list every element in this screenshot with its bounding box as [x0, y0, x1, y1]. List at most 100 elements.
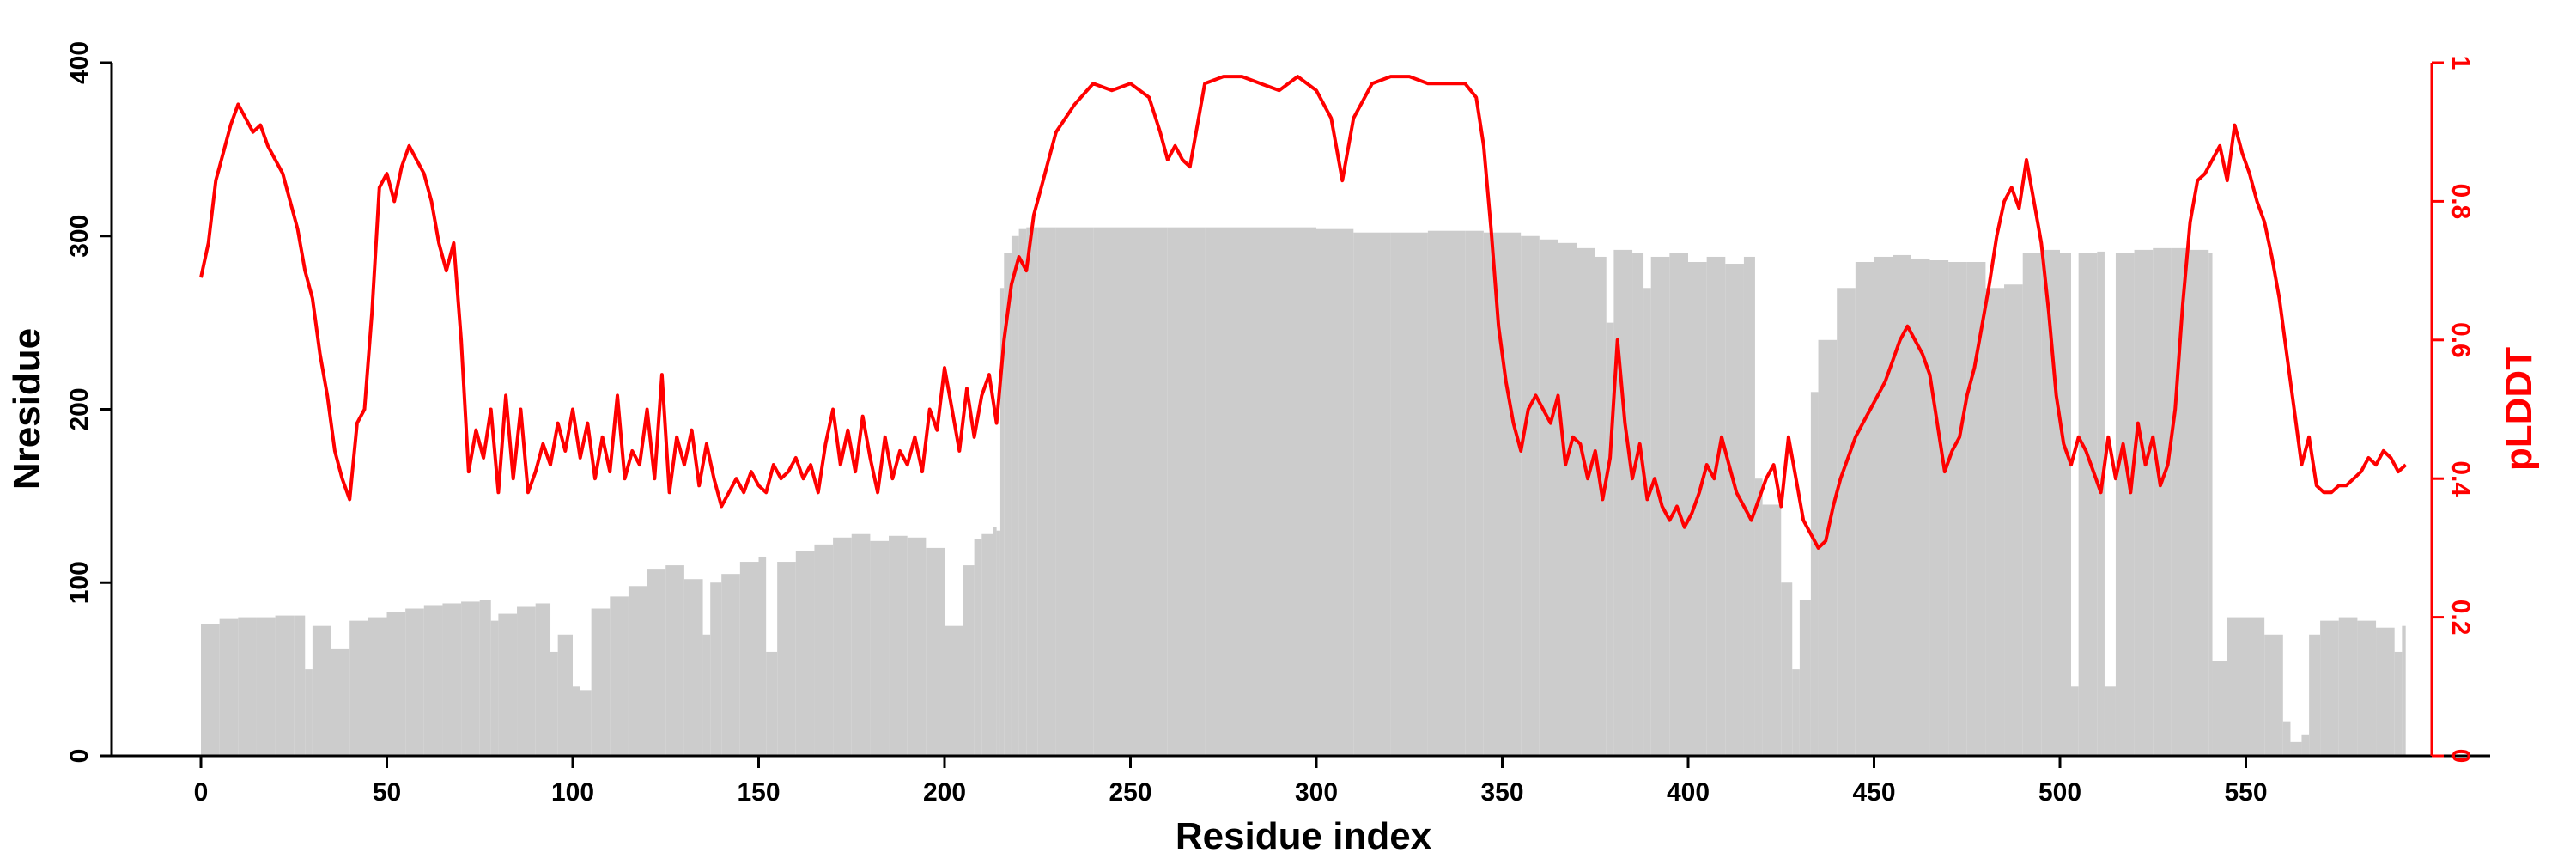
bar [461, 601, 480, 756]
bar [1781, 582, 1793, 756]
x-tick-label: 550 [2224, 778, 2267, 807]
x-axis-title: Residue index [1176, 815, 1432, 857]
bar [238, 617, 257, 756]
bar [517, 606, 536, 756]
bar [2227, 617, 2246, 756]
bar [2134, 249, 2154, 756]
bar [926, 547, 945, 756]
x-tick-label: 250 [1109, 778, 1151, 807]
x-tick-label: 50 [373, 778, 401, 807]
bar [2376, 627, 2395, 756]
bar [1004, 253, 1012, 756]
bar [2320, 620, 2339, 756]
bar [721, 574, 740, 756]
x-tick-label: 0 [194, 778, 209, 807]
bar [1093, 227, 1131, 756]
bar [1818, 339, 1838, 756]
bar [1792, 669, 1800, 757]
bar [1026, 227, 1038, 756]
y-left-tick-label: 200 [65, 387, 94, 430]
bar [2004, 284, 2023, 756]
y-left-tick-label: 400 [65, 41, 94, 84]
y-left-tick-label: 300 [65, 215, 94, 258]
x-axis-ticks: 0 50 100 150 200 250 300 350 400 450 500 550 [194, 756, 2268, 807]
bar [766, 651, 778, 756]
bar [275, 615, 295, 756]
bar [1911, 258, 1930, 757]
bar [368, 617, 387, 756]
y-right-tick-label: 0.4 [2446, 460, 2475, 497]
bar [647, 569, 666, 756]
bar [386, 612, 406, 756]
bar [665, 565, 684, 756]
bar [1688, 262, 1707, 756]
bar [349, 620, 368, 756]
x-tick-label: 100 [551, 778, 594, 807]
bar [1427, 230, 1466, 756]
bar [833, 537, 852, 756]
y-axis-right-title: pLDDT [2498, 347, 2540, 471]
bar [1613, 249, 1633, 756]
bar [795, 551, 815, 756]
bar [535, 603, 551, 756]
bar [981, 533, 993, 756]
bar [312, 625, 331, 756]
bar [710, 582, 722, 756]
bar [479, 600, 491, 756]
bar [628, 586, 647, 756]
bar [683, 579, 703, 756]
bar [851, 533, 871, 756]
bar [814, 544, 834, 756]
bar [2282, 721, 2291, 756]
bar [2104, 686, 2116, 756]
bar [1650, 256, 1670, 757]
bar [2402, 625, 2406, 756]
bar [963, 565, 975, 756]
bar [1465, 230, 1484, 756]
bar [1279, 227, 1316, 756]
y-right-tick-label: 0.2 [2446, 600, 2475, 636]
line-series-plddt [199, 75, 2408, 550]
bar [1855, 262, 1874, 756]
bar [1643, 288, 1651, 756]
bar [1985, 288, 2005, 756]
bar [739, 562, 759, 756]
y-right-tick-label: 0 [2446, 749, 2475, 764]
bar [591, 608, 611, 756]
bar [2190, 249, 2209, 756]
bar [1577, 247, 1595, 756]
bar [442, 603, 462, 756]
bar [974, 539, 982, 756]
bar [2022, 253, 2042, 756]
bar [1390, 232, 1428, 757]
bar [490, 620, 499, 756]
bar [294, 615, 306, 756]
bar [1167, 227, 1206, 756]
bar [2309, 634, 2321, 756]
y-right-tick-label: 1 [2446, 56, 2475, 70]
bar [1762, 504, 1782, 756]
bar [999, 288, 1005, 756]
bar [2301, 734, 2310, 756]
bar-series-nresidue [201, 227, 2406, 757]
bar [1966, 262, 1986, 756]
bar [1539, 239, 1558, 756]
bar [1205, 227, 1242, 756]
bar [1743, 256, 1755, 757]
bar [2060, 253, 2071, 756]
bar [305, 669, 313, 757]
bar [580, 690, 592, 756]
bar [993, 527, 997, 756]
bar [498, 613, 518, 756]
y-left-tick-label: 0 [65, 749, 94, 764]
bar [1929, 260, 1949, 756]
y-axis-left-title: Nresidue [6, 328, 48, 490]
bar [1502, 232, 1522, 757]
bar [1130, 227, 1168, 756]
bar [1837, 288, 1856, 756]
bar [996, 530, 1000, 756]
y-right-tick-label: 0.8 [2446, 184, 2475, 220]
bar [550, 651, 558, 756]
bar [1606, 322, 1614, 757]
y-axis-right-ticks: 0 0.2 0.4 0.6 0.8 1 [2432, 56, 2475, 764]
